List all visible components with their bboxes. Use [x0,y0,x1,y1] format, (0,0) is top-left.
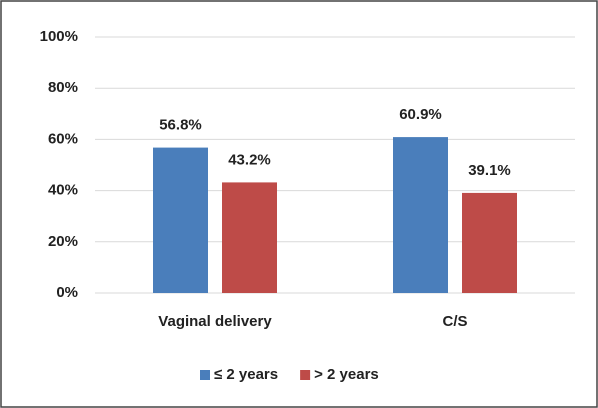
value-label: 43.2% [228,151,271,168]
bar [393,137,448,293]
y-tick-label: 80% [48,79,78,96]
value-label: 56.8% [159,117,202,134]
y-tick-label: 100% [40,28,78,45]
bar [462,192,517,293]
y-tick-label: 0% [56,284,78,301]
legend-swatch [300,370,311,380]
y-tick-label: 40% [48,182,78,199]
y-tick-label: 20% [48,233,78,250]
value-label: 39.1% [468,162,511,179]
legend-label: ≤ 2 years [214,366,278,383]
y-tick-label: 60% [48,130,78,147]
bar [153,147,208,293]
bar [222,182,277,293]
value-label: 60.9% [399,106,442,123]
x-tick-label: C/S [442,313,467,330]
x-tick-label: Vaginal delivery [158,313,272,330]
legend-swatch [200,370,210,380]
legend-label: > 2 years [314,366,379,383]
